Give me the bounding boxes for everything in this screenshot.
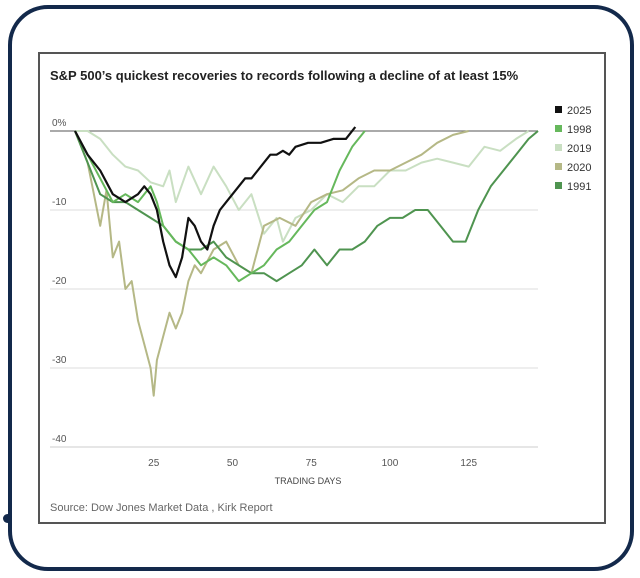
series-line-2025 [74,126,357,279]
source-note: Source: Dow Jones Market Data , Kirk Rep… [50,502,273,514]
x-tick-label: 50 [227,458,239,469]
legend-swatch-2025 [555,106,562,113]
y-tick-labels: 0% -10 -20 -30 -40 [52,118,67,445]
y-tick-label: 0% [52,118,67,129]
x-tick-label: 125 [460,458,477,469]
legend-label-1998: 1998 [567,124,591,136]
legend-swatch-1998 [555,125,562,132]
series-line-1998 [74,130,366,283]
series-line-2020 [74,130,469,397]
legend: 2025 1998 2019 2020 1991 [555,105,591,193]
y-tick-label: -20 [52,276,67,287]
gridlines [50,130,538,448]
legend-swatch-2019 [555,144,562,151]
x-tick-label: 100 [382,458,399,469]
legend-label-1991: 1991 [567,181,591,193]
legend-label-2019: 2019 [567,143,591,155]
x-tick-labels: 25 50 75 100 125 [148,458,477,469]
legend-swatch-2020 [555,163,562,170]
legend-label-2025: 2025 [567,105,591,117]
x-tick-label: 75 [306,458,318,469]
y-tick-label: -30 [52,355,67,366]
series-lines [74,126,539,397]
series-line-2019 [75,130,530,243]
y-tick-label: -40 [52,434,67,445]
x-axis-label: TRADING DAYS [275,476,342,486]
series-line-1991 [74,130,539,283]
x-tick-label: 25 [148,458,160,469]
legend-label-2020: 2020 [567,162,591,174]
legend-swatch-1991 [555,182,562,189]
chart-title: S&P 500’s quickest recoveries to records… [50,68,519,83]
y-tick-label: -10 [52,197,67,208]
frame-connector-dot [3,514,12,523]
